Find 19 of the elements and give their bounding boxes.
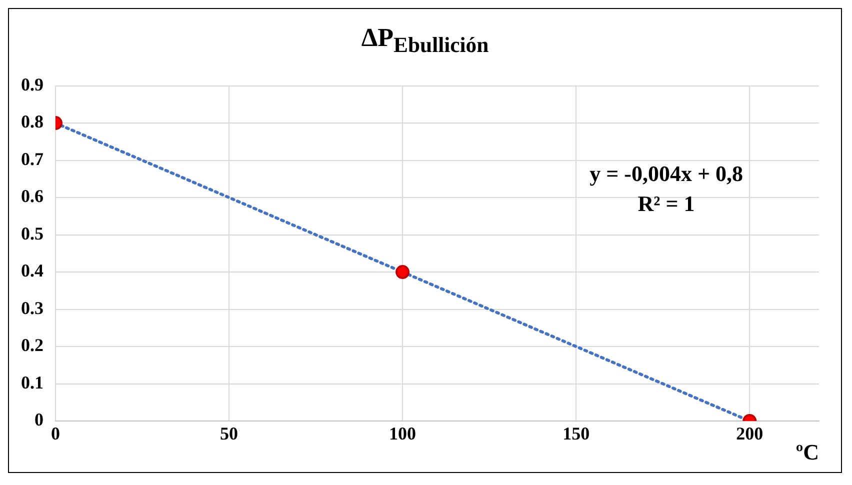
y-tick-label: 0.1 — [21, 372, 44, 392]
y-tick-label: 0.3 — [21, 298, 44, 318]
y-tick-label: 0 — [34, 410, 44, 430]
y-tick-label: 0.2 — [21, 335, 44, 356]
x-tick-label: 100 — [389, 423, 416, 444]
x-tick-label: 150 — [562, 423, 590, 444]
y-tick-label: 0.4 — [21, 260, 44, 281]
x-axis-title: ºC — [796, 439, 819, 464]
x-tick-label: 200 — [736, 423, 764, 444]
x-tick-label: 50 — [220, 423, 238, 444]
annotation: R² = 1 — [638, 190, 695, 216]
y-tick-label: 0.5 — [21, 223, 44, 244]
chart-title: ΔP$_{Ebullición}$ — [360, 22, 490, 60]
y-tick-label: 0.7 — [21, 148, 44, 169]
annotation: y = -0,004x + 0,8 — [590, 160, 744, 186]
y-tick-label: 0.8 — [21, 112, 44, 132]
x-tick-label: 0 — [51, 423, 60, 444]
y-tick-label: 0.9 — [21, 74, 44, 94]
y-tick-label: 0.6 — [21, 186, 44, 206]
